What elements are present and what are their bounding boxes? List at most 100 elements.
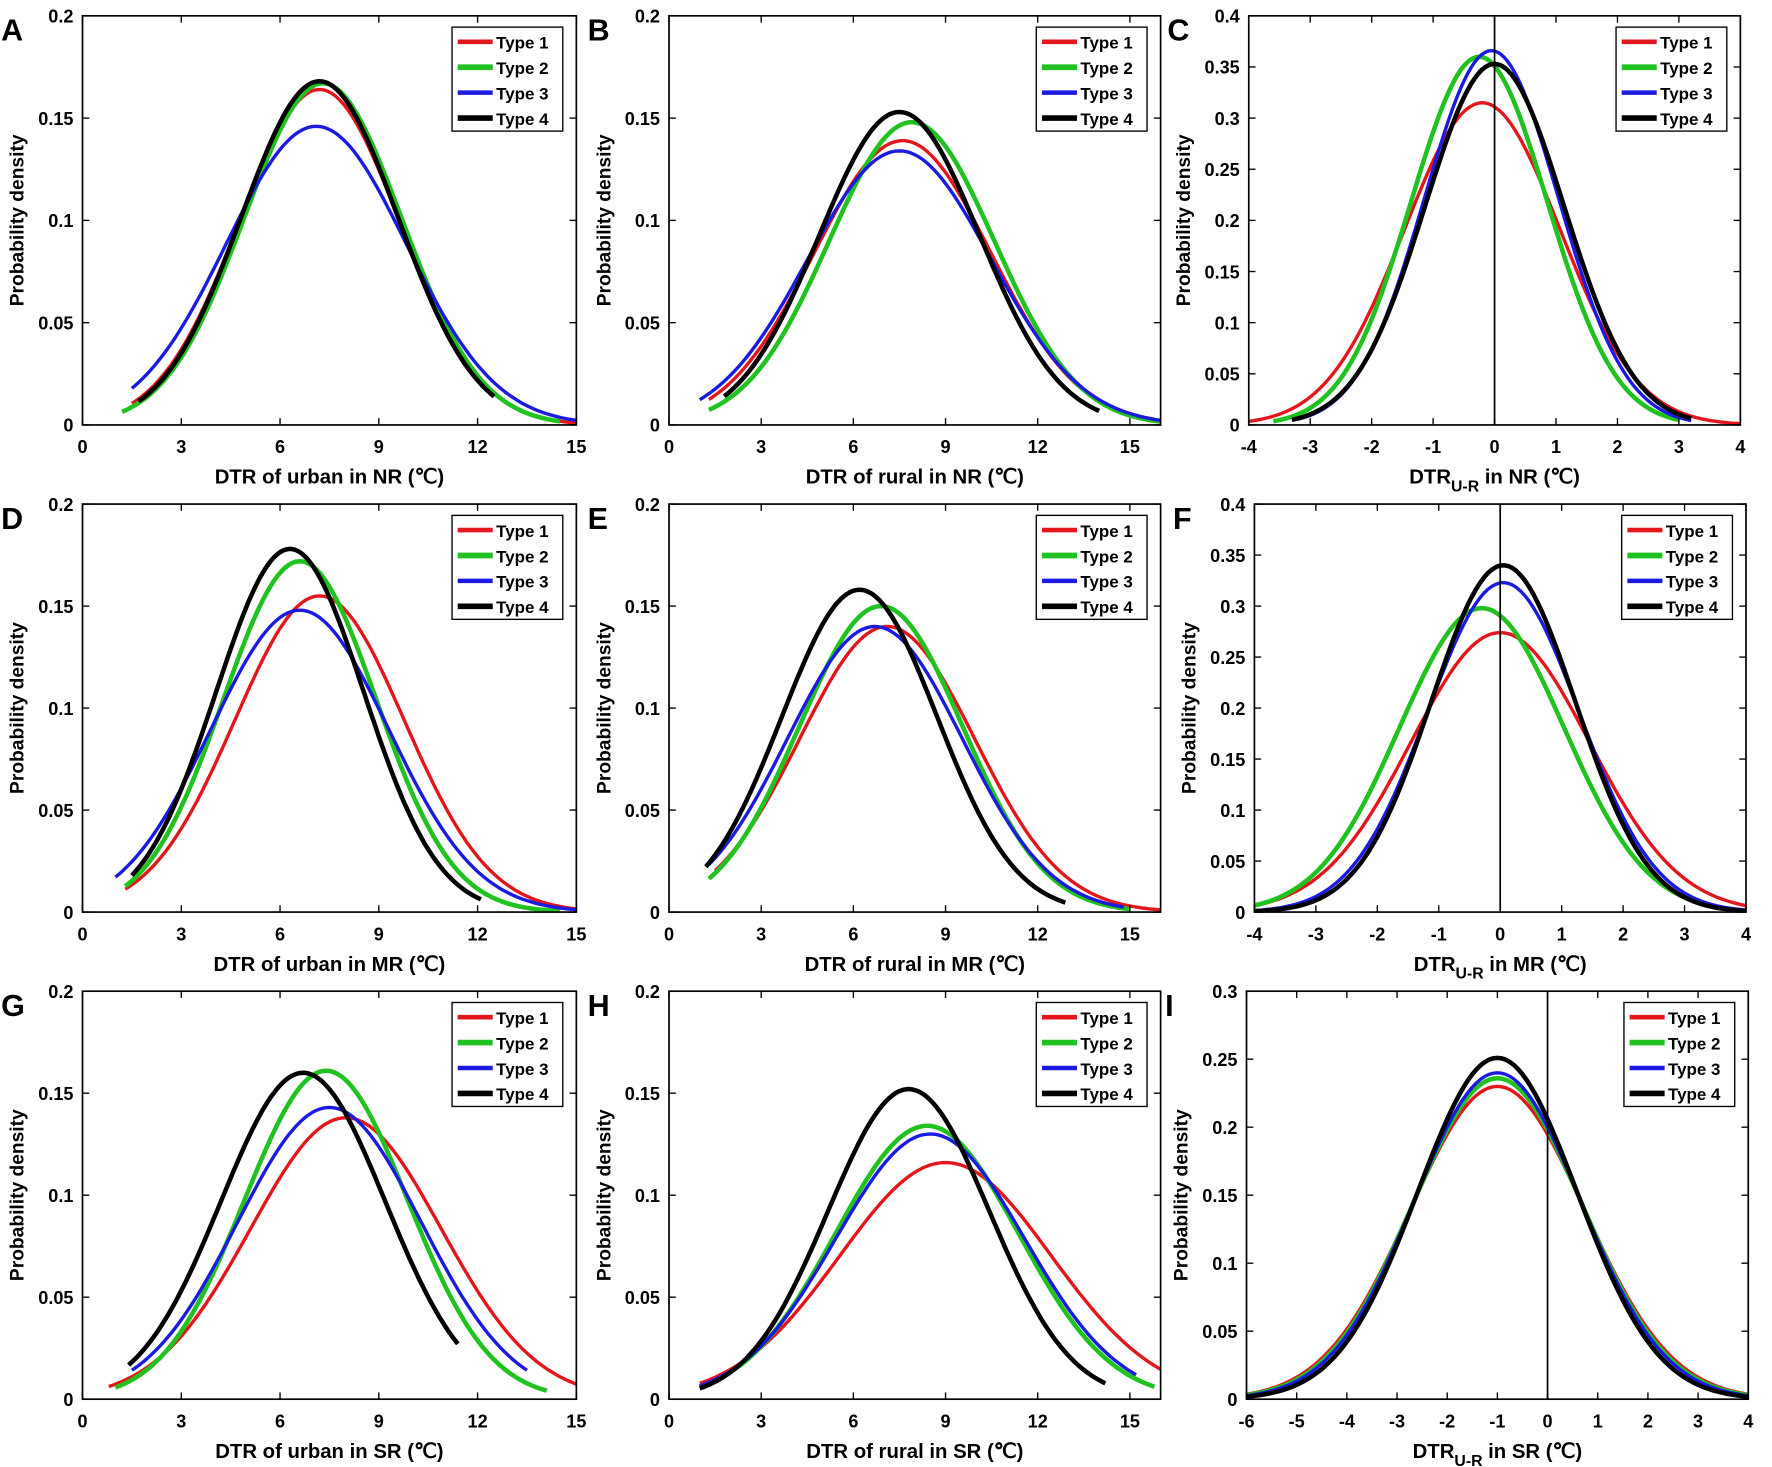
x-tick-label: 12 bbox=[468, 437, 488, 457]
legend: Type 1 Type 2 Type 3 Type 4 bbox=[1035, 26, 1148, 132]
x-tick-label: 9 bbox=[374, 437, 384, 457]
legend-label: Type 2 bbox=[496, 59, 548, 78]
legend-label: Type 1 bbox=[1080, 34, 1132, 53]
y-tick-label: 0.05 bbox=[1202, 1322, 1237, 1342]
y-tick-label: 0.15 bbox=[625, 597, 660, 617]
y-axis-label: Probability density bbox=[1174, 134, 1195, 306]
x-tick-label: 3 bbox=[176, 1411, 186, 1431]
legend-label: Type 4 bbox=[1666, 598, 1719, 617]
curves bbox=[121, 79, 577, 425]
curves bbox=[704, 587, 1161, 912]
y-tick-label: 0.1 bbox=[48, 699, 73, 719]
x-tick-label: 3 bbox=[176, 924, 186, 944]
y-tick-label: 0.35 bbox=[1205, 58, 1240, 78]
x-tick-label: -2 bbox=[1364, 437, 1380, 457]
y-tick-label: 0 bbox=[650, 416, 660, 436]
y-tick-label: 0 bbox=[63, 416, 73, 436]
legend-label: Type 1 bbox=[1666, 522, 1718, 541]
panel-letter: F bbox=[1173, 502, 1192, 536]
x-axis-label: DTR of rural in MR (℃) bbox=[805, 954, 1025, 976]
panel-c: C -4 -3 -2 -1 0 1 2 3 4 0 0.05 0.1 0.15 0.2 0.25 0.3 0.35… bbox=[1167, 7, 1745, 496]
x-tick-label: 0 bbox=[664, 924, 674, 944]
x-tick-label: 9 bbox=[941, 1411, 951, 1431]
x-tick-label: 0 bbox=[77, 924, 87, 944]
series-line-type-1 bbox=[1246, 1084, 1749, 1396]
legend-label: Type 3 bbox=[1080, 1060, 1132, 1079]
x-tick-label: 0 bbox=[1495, 924, 1505, 944]
panel-letter: E bbox=[588, 502, 608, 536]
x-tick-label: 3 bbox=[176, 437, 186, 457]
x-tick-label: 2 bbox=[1618, 924, 1628, 944]
y-tick-label: 0.3 bbox=[1215, 109, 1240, 129]
series-line-type-3 bbox=[699, 1132, 1137, 1388]
legend-label: Type 3 bbox=[496, 84, 548, 103]
x-tick-label: 15 bbox=[566, 437, 586, 457]
x-tick-label: -4 bbox=[1339, 1411, 1355, 1431]
y-tick-label: 0.1 bbox=[1212, 1254, 1237, 1274]
panel-letter: H bbox=[588, 989, 610, 1023]
legend-label: Type 3 bbox=[1080, 573, 1132, 592]
series-line-type-2 bbox=[707, 603, 1131, 912]
x-tick-label: -3 bbox=[1389, 1411, 1405, 1431]
legend-label: Type 4 bbox=[1080, 110, 1133, 129]
x-tick-label: -3 bbox=[1308, 924, 1324, 944]
x-tick-label: 3 bbox=[756, 437, 766, 457]
x-tick-label: 6 bbox=[275, 924, 285, 944]
y-tick-label: 0.15 bbox=[38, 597, 73, 617]
y-tick-label: 0 bbox=[650, 1390, 660, 1410]
x-tick-label: 2 bbox=[1643, 1411, 1653, 1431]
series-line-type-2 bbox=[1246, 1075, 1749, 1398]
x-tick-label: 6 bbox=[848, 1411, 858, 1431]
legend-label: Type 2 bbox=[1668, 1034, 1720, 1053]
x-tick-label: 15 bbox=[1120, 437, 1140, 457]
series-line-type-2 bbox=[1273, 54, 1680, 424]
y-tick-label: 0.15 bbox=[38, 1084, 73, 1104]
legend: Type 1 Type 2 Type 3 Type 4 bbox=[1621, 514, 1734, 621]
series-line-type-1 bbox=[130, 87, 577, 425]
x-tick-label: 1 bbox=[1593, 1411, 1603, 1431]
legend: Type 1 Type 2 Type 3 Type 4 bbox=[1623, 1001, 1736, 1108]
legend-box bbox=[451, 514, 564, 621]
legend-box bbox=[1035, 26, 1148, 132]
x-tick-label: 9 bbox=[941, 437, 951, 457]
series-line-type-4 bbox=[1246, 1055, 1749, 1400]
x-tick-label: 1 bbox=[1551, 437, 1561, 457]
legend-label: Type 4 bbox=[1660, 110, 1713, 129]
legend-label: Type 3 bbox=[1668, 1060, 1720, 1079]
panel-a: A 0 3 6 9 12 15 0 0.05 0.1 0.15 0.2 Probability dens… bbox=[1, 7, 586, 489]
y-tick-label: 0.05 bbox=[38, 313, 73, 333]
panel-letter: D bbox=[1, 502, 23, 536]
y-tick-label: 0.2 bbox=[48, 495, 73, 515]
series-line-type-2 bbox=[708, 119, 1161, 424]
x-tick-label: 6 bbox=[275, 1411, 285, 1431]
y-tick-label: 0.1 bbox=[48, 211, 73, 231]
legend-label: Type 3 bbox=[1666, 573, 1718, 592]
x-axis-label: DTRU-R in MR (℃) bbox=[1414, 954, 1587, 983]
series-line-type-3 bbox=[114, 608, 577, 912]
x-axis-label: DTRU-R in SR (℃) bbox=[1413, 1441, 1583, 1467]
y-tick-label: 0.1 bbox=[635, 1186, 660, 1206]
legend-label: Type 2 bbox=[1660, 59, 1712, 78]
x-tick-label: 2 bbox=[1612, 437, 1622, 457]
legend-label: Type 2 bbox=[496, 547, 548, 566]
y-tick-label: 0.1 bbox=[635, 699, 660, 719]
y-tick-label: 0.1 bbox=[48, 1186, 73, 1206]
panel-letter: A bbox=[1, 14, 23, 48]
series-line-type-4 bbox=[722, 109, 1101, 414]
legend-label: Type 4 bbox=[1668, 1085, 1721, 1104]
legend-box bbox=[1035, 1001, 1148, 1108]
series-line-type-3 bbox=[130, 124, 577, 423]
x-tick-label: 0 bbox=[664, 437, 674, 457]
panel-letter: G bbox=[1, 989, 25, 1023]
legend-label: Type 1 bbox=[496, 522, 548, 541]
curves bbox=[698, 1086, 1161, 1391]
y-tick-label: 0.4 bbox=[1215, 7, 1240, 27]
y-tick-label: 0.2 bbox=[48, 7, 73, 27]
y-tick-label: 0.15 bbox=[625, 1084, 660, 1104]
series-line-type-4 bbox=[127, 1070, 460, 1367]
y-tick-label: 0 bbox=[650, 903, 660, 923]
x-tick-label: -5 bbox=[1289, 1411, 1305, 1431]
x-tick-label: 3 bbox=[1693, 1411, 1703, 1431]
curves bbox=[108, 1068, 577, 1393]
x-tick-label: 3 bbox=[756, 924, 766, 944]
